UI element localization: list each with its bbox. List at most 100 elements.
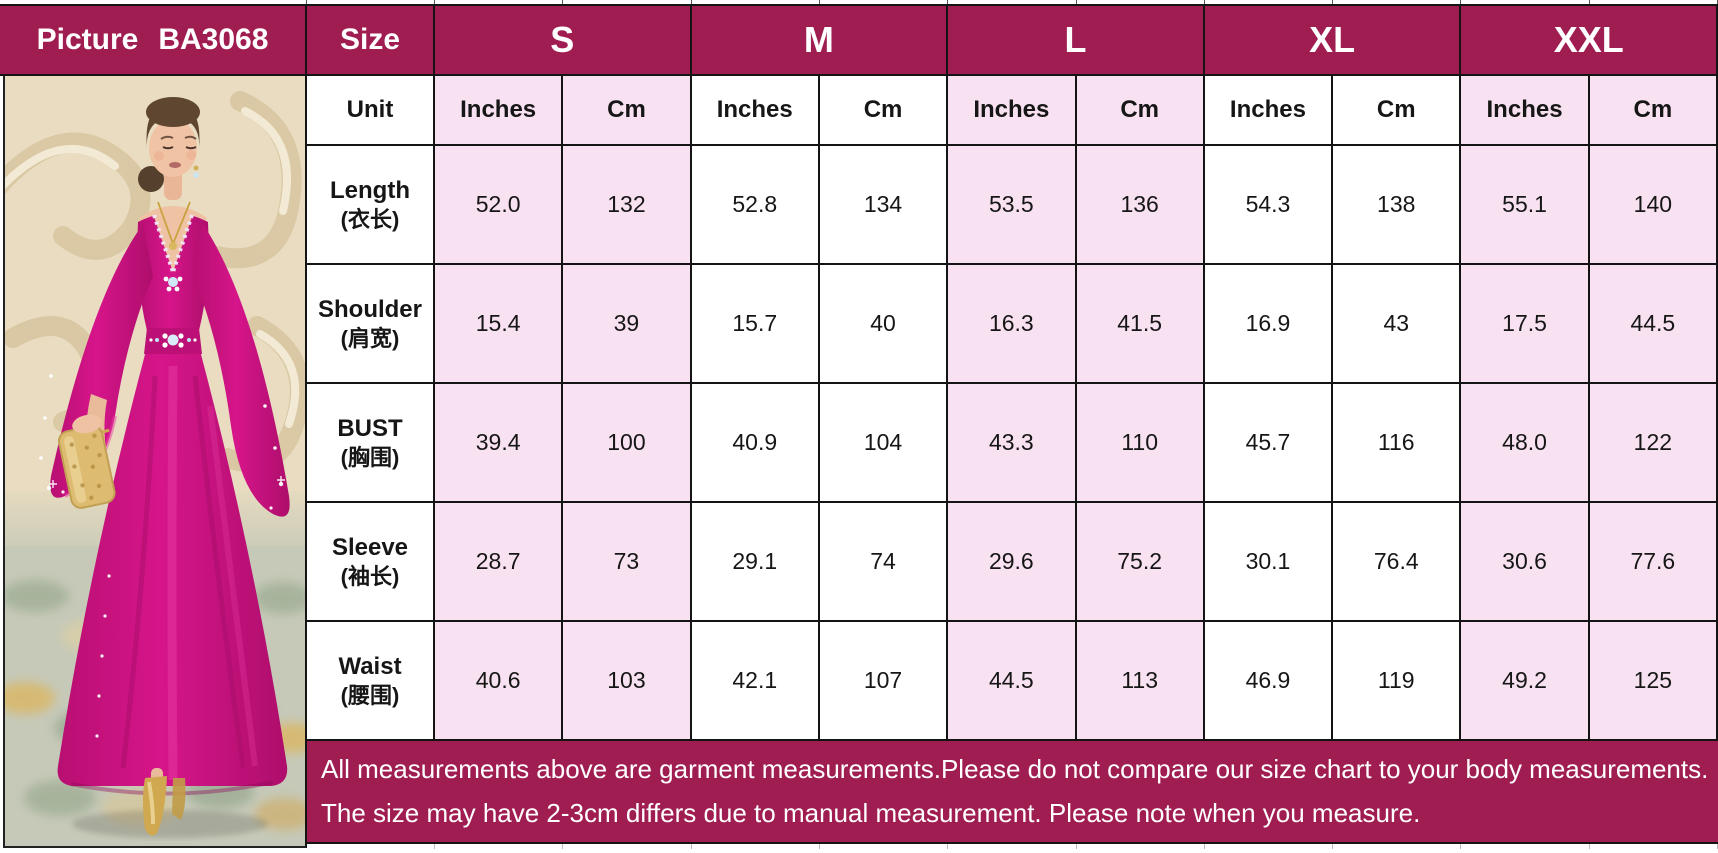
value-sleeve-xl-cm: 76.4: [1333, 503, 1461, 622]
value-shoulder-xxl-cm: 44.5: [1590, 265, 1718, 384]
row-label-zh: (腰围): [341, 682, 400, 711]
value-waist-m-cm: 107: [820, 622, 948, 741]
size-table: Size S M L XL XXL Unit InchesCmInchesCmI…: [307, 4, 1718, 853]
size-header-cell: Size: [307, 4, 435, 76]
value-waist-m-inches: 42.1: [692, 622, 820, 741]
gridline-tick: [1590, 844, 1718, 849]
unit-cm-xxl: Cm: [1590, 76, 1718, 146]
row-label-en: Waist: [338, 651, 401, 682]
value-shoulder-xl-cm: 43: [1333, 265, 1461, 384]
unit-cm-l: Cm: [1077, 76, 1205, 146]
row-label-en: Sleeve: [332, 532, 408, 563]
picture-header-cell: Picture BA3068: [0, 4, 307, 76]
gridline-tick: [435, 844, 563, 849]
value-shoulder-s-cm: 39: [563, 265, 691, 384]
value-bust-l-inches: 43.3: [948, 384, 1076, 503]
value-sleeve-l-cm: 75.2: [1077, 503, 1205, 622]
row-label-zh: (胸围): [341, 444, 400, 473]
value-waist-l-cm: 113: [1077, 622, 1205, 741]
value-length-m-cm: 134: [820, 146, 948, 265]
value-sleeve-xl-inches: 30.1: [1205, 503, 1333, 622]
row-label-shoulder: Shoulder(肩宽): [307, 265, 435, 384]
value-sleeve-s-cm: 73: [563, 503, 691, 622]
gridline-tick: [1205, 844, 1333, 849]
value-waist-s-cm: 103: [563, 622, 691, 741]
unit-cm-s: Cm: [563, 76, 691, 146]
unit-inches-xl: Inches: [1205, 76, 1333, 146]
unit-cm-m: Cm: [820, 76, 948, 146]
value-length-xl-cm: 138: [1333, 146, 1461, 265]
row-label-length: Length(衣长): [307, 146, 435, 265]
value-bust-xxl-inches: 48.0: [1461, 384, 1589, 503]
gridline-tick: [1461, 844, 1589, 849]
product-photo: [3, 76, 307, 848]
gridline-tick: [948, 844, 1076, 849]
value-shoulder-m-inches: 15.7: [692, 265, 820, 384]
size-col-m: M: [692, 4, 949, 76]
value-sleeve-l-inches: 29.6: [948, 503, 1076, 622]
row-label-en: Shoulder: [318, 294, 422, 325]
notes-bar: All measurements above are garment measu…: [307, 741, 1718, 844]
value-sleeve-m-cm: 74: [820, 503, 948, 622]
value-bust-xl-inches: 45.7: [1205, 384, 1333, 503]
note-line-2: The size may have 2-3cm differs due to m…: [321, 798, 1718, 829]
unit-label-cell: Unit: [307, 76, 435, 146]
value-length-xxl-inches: 55.1: [1461, 146, 1589, 265]
value-waist-s-inches: 40.6: [435, 622, 563, 741]
value-sleeve-xxl-cm: 77.6: [1590, 503, 1718, 622]
note-line-1: All measurements above are garment measu…: [321, 754, 1718, 785]
row-label-en: Length: [330, 175, 410, 206]
size-col-xxl: XXL: [1461, 4, 1718, 76]
unit-inches-s: Inches: [435, 76, 563, 146]
value-shoulder-xxl-inches: 17.5: [1461, 265, 1589, 384]
value-length-m-inches: 52.8: [692, 146, 820, 265]
row-label-zh: (衣长): [341, 206, 400, 235]
value-length-s-cm: 132: [563, 146, 691, 265]
value-sleeve-xxl-inches: 30.6: [1461, 503, 1589, 622]
gridline-tick: [692, 844, 820, 849]
size-chart-page: Picture BA3068: [0, 0, 1718, 853]
product-code: BA3068: [158, 23, 268, 57]
gridline-tick: [1333, 844, 1461, 849]
size-col-s: S: [435, 4, 692, 76]
gridline-tick: [307, 844, 435, 849]
row-label-sleeve: Sleeve(袖长): [307, 503, 435, 622]
size-col-xl: XL: [1205, 4, 1462, 76]
picture-label: Picture: [37, 23, 139, 57]
row-label-zh: (肩宽): [341, 325, 400, 354]
value-bust-m-inches: 40.9: [692, 384, 820, 503]
unit-inches-xxl: Inches: [1461, 76, 1589, 146]
bottom-gridline-strip: [307, 844, 1718, 853]
value-waist-l-inches: 44.5: [948, 622, 1076, 741]
value-waist-xxl-cm: 125: [1590, 622, 1718, 741]
value-sleeve-s-inches: 28.7: [435, 503, 563, 622]
row-label-bust: BUST(胸围): [307, 384, 435, 503]
unit-inches-m: Inches: [692, 76, 820, 146]
value-length-l-inches: 53.5: [948, 146, 1076, 265]
value-sleeve-m-inches: 29.1: [692, 503, 820, 622]
value-bust-xxl-cm: 122: [1590, 384, 1718, 503]
product-photo-wrap: [0, 76, 307, 848]
value-waist-xl-cm: 119: [1333, 622, 1461, 741]
row-label-en: BUST: [337, 413, 402, 444]
value-shoulder-xl-inches: 16.9: [1205, 265, 1333, 384]
value-shoulder-s-inches: 15.4: [435, 265, 563, 384]
value-shoulder-l-inches: 16.3: [948, 265, 1076, 384]
size-col-l: L: [948, 4, 1205, 76]
gridline-tick: [820, 844, 948, 849]
value-length-xl-inches: 54.3: [1205, 146, 1333, 265]
value-bust-l-cm: 110: [1077, 384, 1205, 503]
value-bust-xl-cm: 116: [1333, 384, 1461, 503]
value-length-xxl-cm: 140: [1590, 146, 1718, 265]
value-waist-xl-inches: 46.9: [1205, 622, 1333, 741]
value-length-s-inches: 52.0: [435, 146, 563, 265]
value-bust-s-inches: 39.4: [435, 384, 563, 503]
unit-cm-xl: Cm: [1333, 76, 1461, 146]
model-illustration: [5, 76, 305, 846]
value-bust-s-cm: 100: [563, 384, 691, 503]
row-label-zh: (袖长): [341, 563, 400, 592]
row-label-waist: Waist(腰围): [307, 622, 435, 741]
gridline-tick: [1077, 844, 1205, 849]
value-shoulder-l-cm: 41.5: [1077, 265, 1205, 384]
value-length-l-cm: 136: [1077, 146, 1205, 265]
